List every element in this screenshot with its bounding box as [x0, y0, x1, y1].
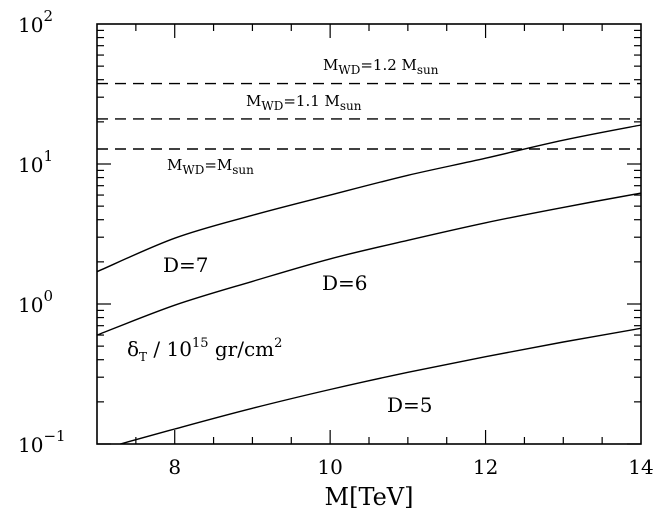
x-tick-label: 12	[473, 455, 498, 479]
x-tick-labels: 8 10 12 14	[168, 455, 653, 479]
series-line-0	[120, 327, 642, 445]
series-group	[96, 82, 642, 445]
y-tick-label: 102	[18, 7, 53, 37]
series-line-2	[96, 124, 642, 273]
y-tick-label: 100	[18, 287, 53, 317]
x-axis-title: M[TeV]	[325, 483, 414, 511]
label-d6: D=6	[322, 271, 368, 295]
label-d7: D=7	[163, 253, 209, 277]
y-tick-labels: 10−1 100 101 102	[18, 7, 66, 457]
x-tick-label: 8	[168, 455, 181, 479]
series-line-1	[96, 192, 642, 336]
label-mwd-1: MWD=Msun	[167, 156, 254, 177]
axis-ticks	[97, 24, 641, 445]
label-d5: D=5	[387, 393, 433, 417]
x-tick-label: 10	[317, 455, 342, 479]
label-mwd-1-1: MWD=1.1 Msun	[246, 92, 362, 113]
label-mwd-1-2: MWD=1.2 Msun	[323, 56, 439, 77]
quantity-label: δT / 1015 gr/cm2	[127, 336, 282, 364]
y-tick-label: 101	[18, 147, 53, 177]
y-tick-label: 10−1	[18, 427, 66, 457]
x-tick-label: 14	[628, 455, 653, 479]
